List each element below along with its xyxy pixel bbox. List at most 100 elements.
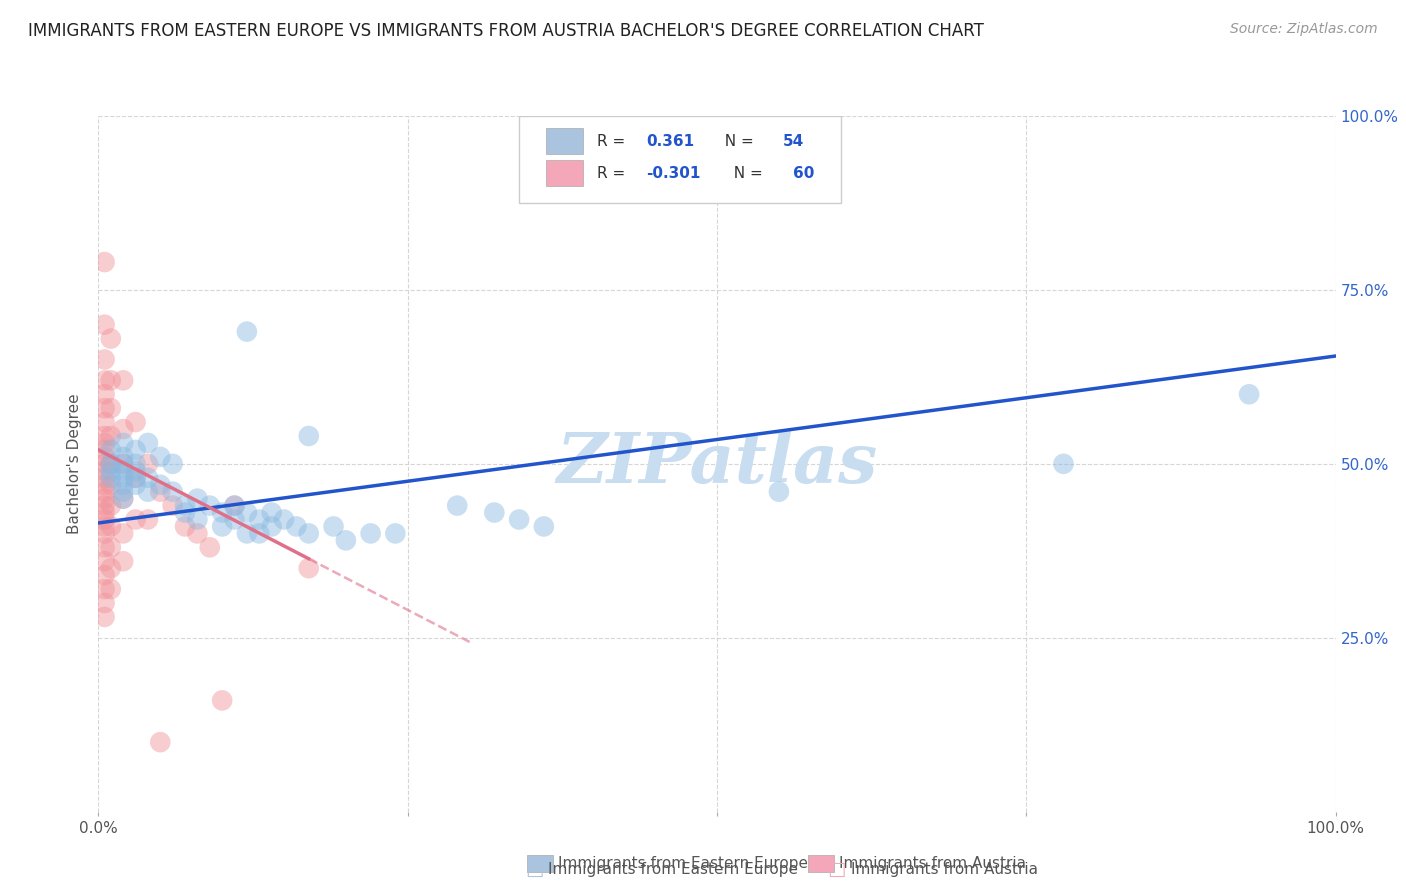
Point <box>136 484 159 499</box>
Point <box>236 325 259 339</box>
Point <box>446 499 468 513</box>
FancyBboxPatch shape <box>808 855 834 872</box>
FancyBboxPatch shape <box>527 855 553 872</box>
Point <box>162 499 184 513</box>
Text: Immigrants from Austria: Immigrants from Austria <box>839 856 1026 871</box>
Text: ZIPatlas: ZIPatlas <box>557 430 877 498</box>
Point <box>124 512 146 526</box>
Text: 0.361: 0.361 <box>647 134 695 148</box>
Point <box>162 457 184 471</box>
Point <box>93 457 115 471</box>
Point <box>149 735 172 749</box>
Point <box>93 464 115 478</box>
Point <box>93 415 115 429</box>
Text: 60: 60 <box>793 166 814 180</box>
Point <box>112 464 135 478</box>
Point <box>112 491 135 506</box>
Point <box>360 526 382 541</box>
Point <box>260 506 283 520</box>
Point <box>93 568 115 582</box>
Text: Immigrants from Austria: Immigrants from Austria <box>851 863 1038 877</box>
Point <box>112 457 135 471</box>
Point <box>93 387 115 401</box>
Text: Immigrants from Eastern Europe: Immigrants from Eastern Europe <box>558 856 808 871</box>
Text: N =: N = <box>714 134 758 148</box>
Text: R =: R = <box>598 166 630 180</box>
FancyBboxPatch shape <box>547 160 583 186</box>
Point <box>136 512 159 526</box>
Point <box>224 499 246 513</box>
Text: □: □ <box>827 860 846 880</box>
Point <box>100 561 122 575</box>
Point <box>93 519 115 533</box>
Point <box>186 491 208 506</box>
Point <box>124 471 146 485</box>
Point <box>93 499 115 513</box>
Point <box>112 526 135 541</box>
FancyBboxPatch shape <box>519 116 841 203</box>
Point <box>298 526 321 541</box>
Point <box>93 582 115 596</box>
Point <box>100 457 122 471</box>
Point <box>211 506 233 520</box>
Point <box>93 554 115 568</box>
Y-axis label: Bachelor's Degree: Bachelor's Degree <box>67 393 83 534</box>
Point <box>273 512 295 526</box>
Point <box>136 471 159 485</box>
Point <box>112 457 135 471</box>
Point <box>100 464 122 478</box>
Point <box>93 526 115 541</box>
Point <box>211 693 233 707</box>
Point <box>100 477 122 491</box>
Point <box>136 457 159 471</box>
Point <box>93 512 115 526</box>
Point <box>93 477 115 491</box>
Point <box>112 484 135 499</box>
Point <box>112 477 135 491</box>
Point <box>93 491 115 506</box>
Point <box>186 512 208 526</box>
Point <box>1052 457 1074 471</box>
Point <box>247 526 270 541</box>
Point <box>112 422 135 436</box>
Point <box>236 526 259 541</box>
Point <box>100 429 122 443</box>
Point <box>112 373 135 387</box>
Point <box>100 332 122 346</box>
Point <box>93 506 115 520</box>
FancyBboxPatch shape <box>547 128 583 154</box>
Point <box>100 499 122 513</box>
Point <box>93 318 115 332</box>
Text: N =: N = <box>724 166 768 180</box>
Point <box>93 429 115 443</box>
Point <box>1237 387 1260 401</box>
Point <box>100 541 122 555</box>
Point <box>124 477 146 491</box>
Point <box>124 457 146 471</box>
Text: Immigrants from Eastern Europe: Immigrants from Eastern Europe <box>548 863 799 877</box>
Point <box>162 484 184 499</box>
Point <box>508 512 530 526</box>
Text: -0.301: -0.301 <box>647 166 702 180</box>
Point <box>298 561 321 575</box>
Point <box>93 373 115 387</box>
Point <box>124 442 146 457</box>
Text: R =: R = <box>598 134 630 148</box>
Point <box>93 442 115 457</box>
Point <box>136 436 159 450</box>
Point <box>93 484 115 499</box>
Point <box>298 429 321 443</box>
Point <box>198 499 221 513</box>
Point <box>112 554 135 568</box>
Point <box>236 506 259 520</box>
Point <box>211 519 233 533</box>
Point <box>149 450 172 464</box>
Point <box>174 506 197 520</box>
Point <box>174 499 197 513</box>
Point <box>224 512 246 526</box>
Point <box>93 471 115 485</box>
Point <box>112 450 135 464</box>
Point <box>260 519 283 533</box>
Point <box>186 526 208 541</box>
Point <box>100 401 122 416</box>
